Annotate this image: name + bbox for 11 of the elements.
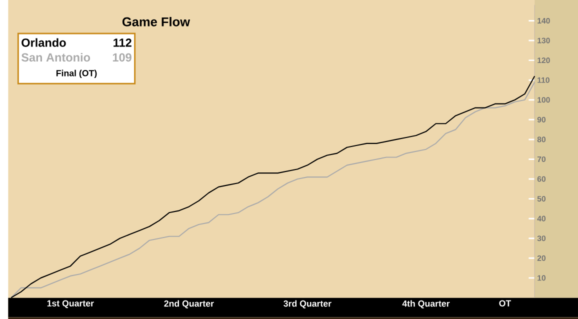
x-tick-label: 3rd Quarter (284, 300, 332, 308)
annotation: Final (OT) (56, 70, 97, 78)
annotation: 112 (114, 38, 132, 47)
x-tick-label: 1st Quarter (47, 300, 94, 308)
text: Game Flow (122, 16, 190, 26)
text: San Antonio (21, 52, 90, 62)
x-tick-label: 2nd Quarter (164, 300, 214, 308)
x-tick-label: 4th Quarter (402, 300, 450, 308)
x-tick-label: OT (499, 300, 512, 306)
text: Orlando (22, 38, 66, 47)
annotation: 109 (112, 53, 132, 62)
